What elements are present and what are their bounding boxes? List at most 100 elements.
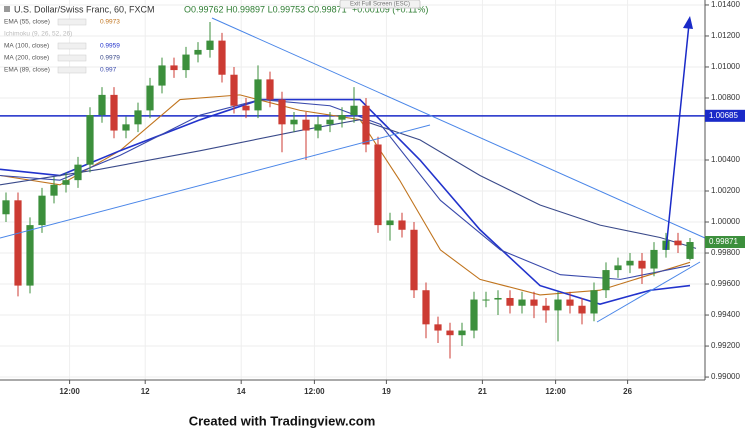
legend-value: 0.9979 (100, 55, 120, 62)
candle-body (86, 115, 94, 165)
header: U.S. Dollar/Swiss Franc, 60, FXCM O0.997… (4, 0, 428, 38)
candle-body (14, 200, 22, 286)
legend-value: 0.9973 (100, 19, 120, 26)
candle-body (74, 164, 82, 181)
price-level-tag (705, 109, 745, 122)
candle-body (266, 79, 274, 100)
candle-body (638, 260, 646, 269)
candle-body (122, 124, 130, 131)
candle-body (518, 299, 526, 306)
candle-body (554, 299, 562, 311)
candle-body (362, 105, 370, 145)
legend-label: EMA (89, close) (4, 67, 50, 74)
candle-body (542, 305, 550, 311)
x-tick-label: 12 (141, 387, 150, 396)
legend-icon (57, 66, 87, 74)
x-tick-label: 19 (382, 387, 391, 396)
x-tick-label: 14 (237, 387, 246, 396)
candle-body (158, 65, 166, 86)
candle-body (278, 99, 286, 125)
candle-body (482, 299, 490, 301)
candle-body (686, 242, 694, 259)
moving-average (0, 119, 697, 249)
candle-body (386, 220, 394, 226)
candle-body (218, 40, 226, 75)
candle-body (614, 265, 622, 271)
candle-body (98, 94, 106, 116)
candle-body (50, 184, 58, 196)
candle-body (170, 65, 178, 71)
candle-body (194, 49, 202, 55)
candle-body (314, 124, 322, 131)
candle-body (290, 119, 298, 125)
x-tick-label: 26 (623, 387, 632, 396)
candle-body (422, 290, 430, 325)
moving-average (0, 98, 691, 306)
x-tick-label: 12:00 (59, 387, 80, 396)
candle-body (566, 299, 574, 306)
candle-body (338, 115, 346, 120)
candle-body (38, 195, 46, 226)
candle-body (26, 225, 34, 286)
y-tick-label: 1.00400 (711, 155, 740, 164)
legend-icon (57, 54, 87, 62)
exit-button-label[interactable]: Exit Full Screen (ESC) (350, 2, 410, 8)
candle-body (326, 119, 334, 125)
projection-arrow (665, 23, 690, 251)
legend-label: MA (200, close) (4, 55, 49, 62)
y-tick-label: 1.00000 (711, 217, 740, 226)
x-tick-label: 21 (478, 387, 487, 396)
footer: Created with Tradingview.com (189, 413, 376, 428)
candle-body (446, 330, 454, 336)
candle-body (110, 94, 118, 131)
trend-line (0, 124, 431, 239)
candle-body (530, 299, 538, 306)
candle-body (674, 240, 682, 246)
trend-line (211, 17, 706, 239)
trend-line (596, 261, 701, 323)
x-tick-label: 12:00 (545, 387, 566, 396)
y-tick-label: 0.99400 (711, 310, 740, 319)
candle-body (230, 74, 238, 106)
legend-label: EMA (55, close) (4, 19, 50, 26)
legend-icon (57, 42, 87, 50)
plot-area (0, 0, 705, 380)
last-price-tag (705, 236, 745, 249)
legend-label: MA (100, close) (4, 43, 49, 50)
y-tick-label: 1.01400 (711, 0, 740, 9)
candle-body (134, 110, 142, 125)
candle-body (374, 144, 382, 226)
y-tick-label: 0.99600 (711, 279, 740, 288)
exit-button[interactable] (339, 0, 421, 9)
candle-body (626, 260, 634, 266)
y-tick-label: 1.01200 (711, 31, 740, 40)
candle-body (146, 85, 154, 111)
candle-body (254, 79, 262, 111)
candle-body (302, 119, 310, 131)
y-tick-label: 0.99000 (711, 372, 740, 381)
candle-body (458, 330, 466, 336)
last-price-label: 0.99871 (709, 237, 738, 246)
legend-value: 0.9959 (100, 43, 120, 50)
candle-body (242, 105, 250, 111)
candle-body (410, 229, 418, 291)
candle-body (2, 200, 10, 215)
trend-drawings (0, 16, 706, 323)
candle-body (350, 105, 358, 116)
candle-body (506, 297, 514, 306)
candle-body (602, 270, 610, 291)
candle-body (434, 324, 442, 331)
y-tick-label: 0.99800 (711, 248, 740, 257)
y-tick-label: 1.00200 (711, 186, 740, 195)
change: +0.00109 (+0.11%) (352, 4, 428, 14)
price-level-label: 1.00685 (709, 111, 738, 120)
y-tick-label: 0.99200 (711, 341, 740, 350)
icon (4, 6, 10, 12)
x-tick-label: 12:00 (304, 387, 325, 396)
arrow-head (683, 16, 693, 29)
candle-body (650, 249, 658, 269)
candle-body (398, 220, 406, 230)
